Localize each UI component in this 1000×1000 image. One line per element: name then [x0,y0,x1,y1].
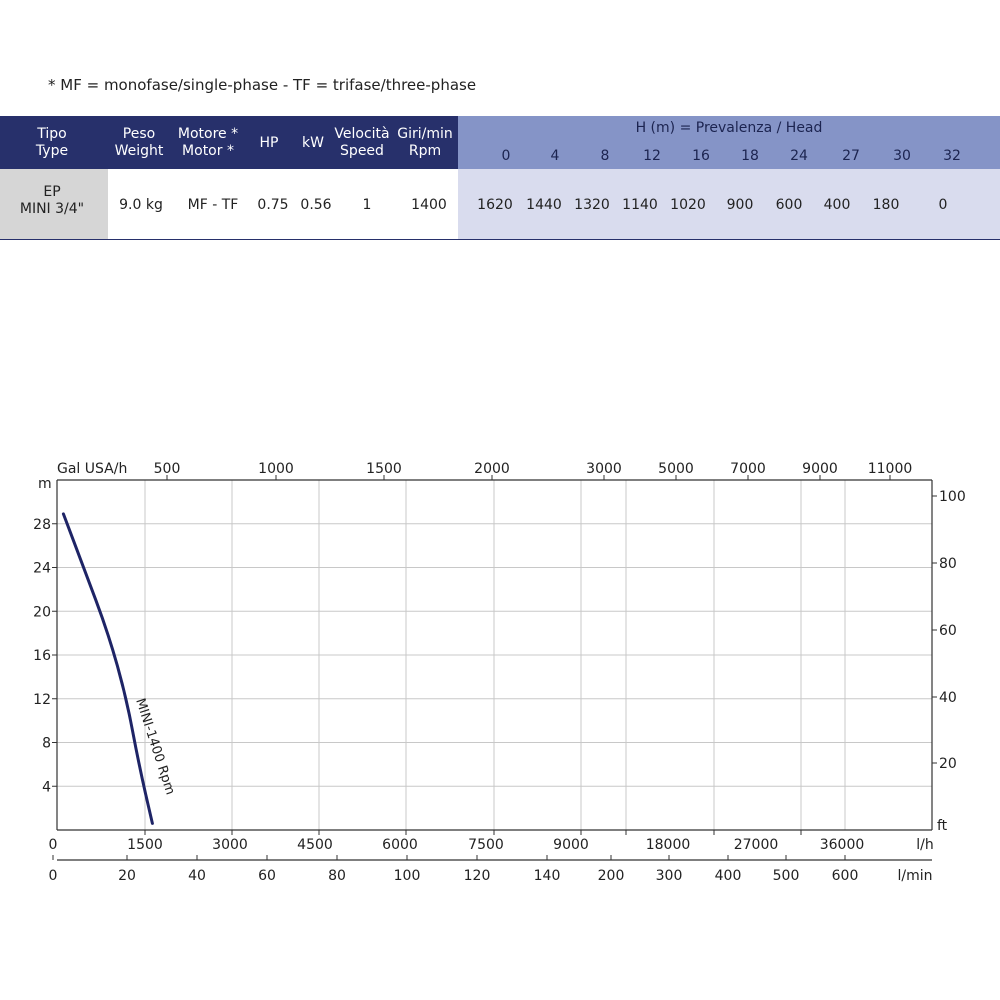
table-header-left [0,116,458,169]
head-value: 0 [501,148,511,164]
flow-value: 1020 [670,197,706,213]
x-tick-label-lmin: 600 [832,868,859,884]
flow-value: 1620 [477,197,513,213]
y-tick-label-left: 24 [33,561,51,577]
x-tick-label-lh: 36000 [820,837,865,853]
table-bottom-border [0,239,1000,240]
y-tick-label-right: 80 [939,556,957,572]
head-value: 30 [893,148,911,164]
y-tick-label-left: 20 [33,604,51,620]
top-tick-label: 7000 [730,461,766,477]
y-tick-label-left: 12 [33,692,51,708]
header-tipo: Tipo Type [35,126,69,159]
x-tick-label-lh: 6000 [382,837,418,853]
y-tick-label-right: 40 [939,690,957,706]
y-unit-right: ft [937,818,948,834]
flow-cell-bg [458,169,1000,239]
phase-note: * MF = monofase/single-phase - TF = trif… [48,76,477,94]
cell-kw: 0.56 [300,197,332,213]
x-tick-label-lh: 3000 [212,837,248,853]
spec-table: Tipo Type Peso Weight Motore * Motor * HP k… [0,116,1000,240]
y-unit-left: m [38,476,52,492]
top-tick-label: 500 [154,461,181,477]
header-giri: Giri/min Rpm [397,126,453,159]
head-value: 16 [692,148,710,164]
flow-value: 180 [872,197,900,213]
cell-peso: 9.0 kg [119,197,163,213]
top-tick-label: 1500 [366,461,402,477]
cell-giri: 1400 [411,197,447,213]
cell-tipo: EP MINI 3/4" [19,184,85,217]
x-unit-lmin: l/min [897,868,932,884]
x-tick-label-lh: 0 [49,837,58,853]
flow-value: 0 [938,197,948,213]
head-value: 12 [643,148,661,164]
header-kw: kW [302,135,324,151]
cell-motore: MF - TF [187,197,239,213]
x-unit-lh: l/h [916,837,933,853]
header-hp: HP [259,135,279,151]
x-tick-label-lmin: 20 [118,868,136,884]
table-header-right [458,116,1000,169]
top-tick-label: 1000 [258,461,294,477]
chart-grid [57,480,932,830]
chart-frame [52,475,937,861]
flow-value: 600 [775,197,803,213]
x-tick-label-lmin: 60 [258,868,276,884]
flow-value: 1320 [574,197,610,213]
head-title: H (m) = Prevalenza / Head [635,120,823,136]
chart-series: MINI-1400 Rpm [61,512,178,825]
y-tick-label-right: 60 [939,623,957,639]
y-tick-label-left: 4 [42,779,51,795]
x-tick-label-lmin: 140 [534,868,561,884]
header-peso: Peso Weight [114,126,164,159]
x-tick-label-lmin: 500 [773,868,800,884]
spec-cell-bg [108,169,458,239]
head-value: 27 [842,148,860,164]
top-tick-label: 2000 [474,461,510,477]
x-tick-label-lmin: 120 [464,868,491,884]
y-tick-label-right: 20 [939,756,957,772]
x-tick-label-lmin: 80 [328,868,346,884]
x-tick-label-lmin: 40 [188,868,206,884]
x-tick-label-lmin: 400 [715,868,742,884]
y-tick-label-left: 8 [42,736,51,752]
header-velocita: Velocità Speed [334,126,390,159]
x-tick-label-lh: 7500 [468,837,504,853]
header-motore: Motore * Motor * [177,126,239,159]
x-tick-label-lh: 1500 [127,837,163,853]
y-tick-label-right: 100 [939,489,966,505]
x-tick-label-lh: 18000 [646,837,691,853]
y-tick-label-left: 28 [33,517,51,533]
flow-value: 900 [726,197,754,213]
cell-velocita: 1 [362,197,372,213]
series-line-mini-1400 [61,512,154,825]
performance-chart: 4 8 12 16 20 24 28 m 20 40 60 80 100 ft Gal USA/h 500 10… [33,461,966,884]
top-tick-label: 3000 [586,461,622,477]
y-tick-label-left: 16 [33,648,51,664]
top-tick-label: 9000 [802,461,838,477]
series-label: MINI-1400 Rpm [132,697,177,797]
flow-value: 1140 [622,197,658,213]
x-tick-label-lmin: 300 [656,868,683,884]
cell-hp: 0.75 [257,197,289,213]
flow-value: 400 [823,197,851,213]
x-tick-label-lh: 4500 [297,837,333,853]
head-value: 24 [790,148,808,164]
top-tick-label: 5000 [658,461,694,477]
x-tick-label-lmin: 200 [598,868,625,884]
head-value: 18 [741,148,759,164]
x-tick-label-lh: 27000 [734,837,779,853]
top-tick-label: 11000 [868,461,913,477]
flow-value: 1440 [526,197,562,213]
top-unit: Gal USA/h [57,461,127,477]
chart-labels: 4 8 12 16 20 24 28 m 20 40 60 80 100 ft Gal USA/h 500 10… [33,461,966,884]
type-cell-bg [0,169,108,239]
head-value: 32 [943,148,961,164]
head-value: 4 [550,148,560,164]
head-value: 8 [600,148,610,164]
x-tick-label-lmin: 0 [49,868,58,884]
x-tick-label-lmin: 100 [394,868,421,884]
x-tick-label-lh: 9000 [553,837,589,853]
